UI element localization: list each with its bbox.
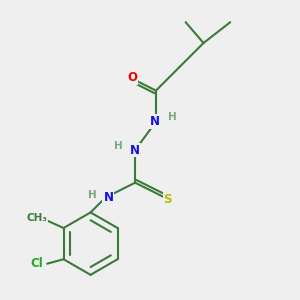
Text: N: N	[149, 115, 160, 128]
Text: H: H	[114, 140, 123, 151]
Text: H: H	[168, 112, 177, 122]
Text: N: N	[103, 191, 113, 204]
Text: H: H	[88, 190, 96, 200]
Text: O: O	[127, 71, 137, 84]
Text: Cl: Cl	[30, 257, 43, 270]
Text: S: S	[164, 193, 172, 206]
Text: N: N	[130, 143, 140, 157]
Text: CH₃: CH₃	[26, 213, 47, 223]
